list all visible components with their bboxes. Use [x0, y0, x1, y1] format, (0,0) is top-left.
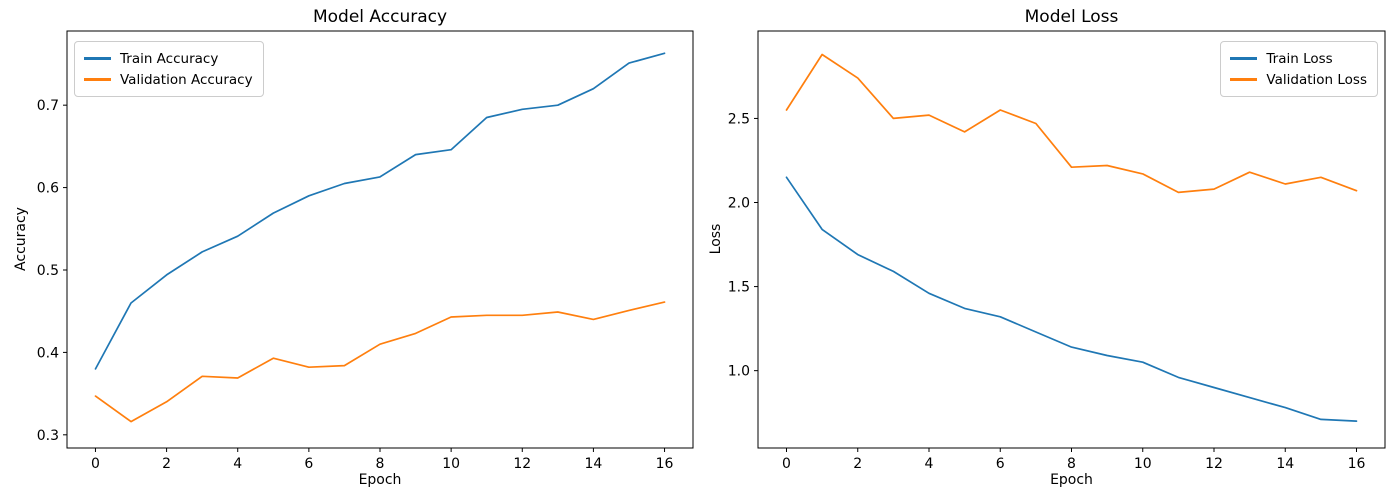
- legend-label: Train Accuracy: [120, 50, 219, 67]
- validation-loss-line: [785, 53, 1358, 194]
- x-tick-label: 10: [442, 456, 460, 472]
- y-tick-label: 2.5: [728, 111, 750, 127]
- y-tick-label: 0.3: [37, 428, 59, 444]
- legend-item-validation-loss: Validation Loss: [1230, 69, 1367, 90]
- x-tick-label: 12: [1205, 456, 1223, 472]
- x-axis-label: Epoch: [358, 472, 402, 488]
- x-tick-label: 6: [996, 456, 1005, 472]
- y-tick-label: 0.6: [37, 181, 59, 197]
- legend-item-validation-accuracy: Validation Accuracy: [84, 69, 253, 90]
- x-tick-label: 16: [1348, 456, 1366, 472]
- x-tick-label: 16: [656, 456, 674, 472]
- train-loss-line-swatch: [1230, 57, 1258, 60]
- x-axis-label: Epoch: [1050, 472, 1093, 488]
- x-tick-label: 4: [233, 456, 242, 472]
- train-loss-line: [785, 176, 1358, 422]
- legend-item-train-accuracy: Train Accuracy: [84, 48, 253, 69]
- model-accuracy-plot-area: 0 2 4 6 8 10 12 14 16 0.3 0.4 0.5 0.6 0.7: [37, 30, 694, 472]
- validation-accuracy-line: [94, 301, 666, 423]
- x-tick-label: 6: [304, 456, 313, 472]
- y-tick-label: 0.4: [37, 345, 59, 361]
- y-tick-label: 0.7: [37, 98, 59, 114]
- x-axis: 0 2 4 6 8 10 12 14 16: [91, 448, 674, 472]
- x-tick-label: 14: [584, 456, 602, 472]
- validation-loss-line-swatch: [1230, 78, 1258, 81]
- x-tick-label: 0: [782, 456, 791, 472]
- x-tick-label: 0: [91, 456, 100, 472]
- chart-title: Model Accuracy: [312, 7, 448, 27]
- x-tick-label: 8: [1067, 456, 1076, 472]
- validation-accuracy-line-swatch: [84, 78, 111, 81]
- y-tick-label: 1.5: [728, 280, 750, 296]
- model-loss-plot-area: 0 2 4 6 8 10 12 14 16 1.0 1.5 2.0 2.5: [728, 30, 1386, 472]
- legend: Train Accuracy Validation Accuracy: [74, 41, 264, 97]
- y-axis: 1.0 1.5 2.0 2.5: [728, 111, 758, 380]
- x-tick-label: 8: [376, 456, 385, 472]
- y-axis: 0.3 0.4 0.5 0.6 0.7: [37, 98, 67, 444]
- legend-label: Validation Loss: [1266, 71, 1367, 88]
- x-tick-label: 10: [1134, 456, 1152, 472]
- x-tick-label: 4: [925, 456, 934, 472]
- chart-title: Model Loss: [1024, 7, 1119, 27]
- x-tick-label: 2: [162, 456, 171, 472]
- train-accuracy-line-swatch: [84, 57, 111, 60]
- axes-spines: [757, 30, 1386, 449]
- legend-label: Train Loss: [1266, 50, 1333, 67]
- y-tick-label: 0.5: [37, 263, 59, 279]
- x-tick-label: 14: [1276, 456, 1294, 472]
- model-loss-chart: 0 2 4 6 8 10 12 14 16 1.0 1.5 2.0 2.5 Model Loss Epo…: [700, 0, 1399, 498]
- y-axis-label: Accuracy: [13, 207, 29, 271]
- legend-label: Validation Accuracy: [120, 71, 253, 88]
- x-axis: 0 2 4 6 8 10 12 14 16: [782, 448, 1365, 472]
- legend: Train Loss Validation Loss: [1220, 41, 1378, 97]
- y-axis-label: Loss: [708, 223, 724, 255]
- x-tick-label: 2: [853, 456, 862, 472]
- axes-spines: [66, 30, 694, 449]
- train-accuracy-line: [94, 52, 666, 370]
- y-tick-label: 2.0: [728, 196, 750, 212]
- x-tick-label: 12: [513, 456, 531, 472]
- legend-item-train-loss: Train Loss: [1230, 48, 1367, 69]
- y-tick-label: 1.0: [728, 364, 750, 380]
- model-accuracy-chart: 0 2 4 6 8 10 12 14 16 0.3 0.4 0.5 0.6 0.7 Model Accur…: [13, 7, 694, 488]
